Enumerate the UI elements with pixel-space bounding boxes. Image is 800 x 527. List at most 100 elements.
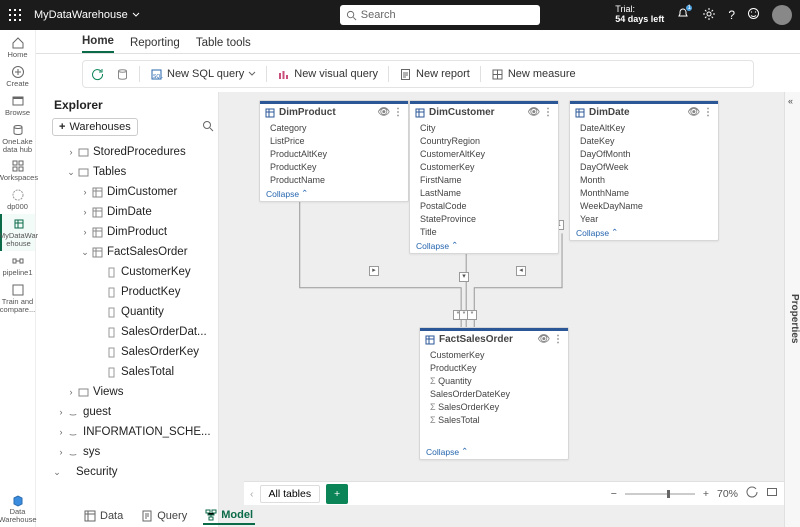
tree-infoschema[interactable]: ›INFORMATION_SCHE... (52, 422, 214, 442)
tree-col-salesorderdate[interactable]: SalesOrderDat... (52, 322, 214, 342)
entity-more-icon[interactable]: 👁 ⋮ (378, 107, 403, 118)
explorer-search-icon[interactable] (202, 120, 214, 135)
viewtab-data[interactable]: Data (82, 508, 125, 524)
entity-dimcustomer[interactable]: DimCustomer👁 ⋮ CityCountryRegionCustomer… (409, 100, 559, 254)
entity-field[interactable]: StateProvince (410, 212, 558, 225)
tree-dimdate[interactable]: ›DimDate (52, 202, 214, 222)
search-input[interactable]: Search (340, 5, 540, 25)
rail-browse[interactable]: Browse (0, 91, 35, 120)
new-measure-button[interactable]: New measure (489, 66, 578, 83)
entity-dimdate[interactable]: DimDate👁 ⋮ DateAltKeyDateKeyDayOfMonthDa… (569, 100, 719, 241)
entity-field[interactable]: ProductName (260, 173, 408, 186)
entity-field[interactable]: DayOfMonth (570, 147, 718, 160)
tree-col-customerkey[interactable]: CustomerKey (52, 262, 214, 282)
app-launcher-icon[interactable] (8, 8, 22, 22)
tree-tables[interactable]: ⌄Tables (52, 162, 214, 182)
rail-onelake[interactable]: OneLake data hub (0, 120, 35, 157)
tree-col-salesorderkey[interactable]: SalesOrderKey (52, 342, 214, 362)
entity-field[interactable]: PostalCode (410, 199, 558, 212)
entity-factsalesorder[interactable]: FactSalesOrder👁 ⋮ CustomerKeyProductKeyQ… (419, 327, 569, 460)
entity-field[interactable]: ProductKey (260, 160, 408, 173)
getdata-button[interactable] (114, 66, 131, 83)
entity-field[interactable]: LastName (410, 186, 558, 199)
entity-field[interactable]: Category (260, 121, 408, 134)
rail-home[interactable]: Home (0, 33, 35, 62)
feedback-icon[interactable] (747, 7, 760, 23)
entity-collapse[interactable]: Collapse ⌃ (420, 444, 568, 459)
add-diagram-button[interactable]: + (326, 484, 348, 504)
entity-field[interactable]: DateKey (570, 134, 718, 147)
tree-storedprocedures[interactable]: ›StoredProcedures (52, 142, 214, 162)
tree-col-quantity[interactable]: Quantity (52, 302, 214, 322)
zoom-out[interactable]: − (611, 488, 617, 500)
entity-field[interactable]: City (410, 121, 558, 134)
entity-field[interactable]: SalesOrderKey (420, 400, 568, 413)
rail-workspaces[interactable]: Workspaces (0, 156, 35, 185)
zoom-slider[interactable] (625, 493, 695, 495)
tree-sys[interactable]: ›sys (52, 442, 214, 462)
refresh-button[interactable] (89, 66, 106, 83)
properties-panel-collapsed[interactable]: « Properties (784, 92, 800, 527)
entity-field[interactable]: ListPrice (260, 134, 408, 147)
entity-field[interactable]: FirstName (410, 173, 558, 186)
new-sql-query-button[interactable]: SQL New SQL query (148, 66, 258, 83)
notifications-icon[interactable]: 1 (676, 7, 690, 24)
tree-dimproduct[interactable]: ›DimProduct (52, 222, 214, 242)
entity-field[interactable]: WeekDayName (570, 199, 718, 212)
entity-field[interactable]: Month (570, 173, 718, 186)
rail-pipeline[interactable]: pipeline1 (0, 251, 35, 280)
entity-collapse[interactable]: Collapse ⌃ (570, 225, 718, 240)
entity-field[interactable]: CustomerKey (420, 348, 568, 361)
entity-field[interactable]: ProductKey (420, 361, 568, 374)
zoom-in[interactable]: + (703, 488, 709, 500)
entity-field[interactable]: CountryRegion (410, 134, 558, 147)
tab-reporting[interactable]: Reporting (130, 33, 180, 53)
avatar[interactable] (772, 5, 792, 25)
tree-factsalesorder[interactable]: ⌄FactSalesOrder (52, 242, 214, 262)
tree-col-productkey[interactable]: ProductKey (52, 282, 214, 302)
canvas-scroll-left[interactable]: ‹ (250, 488, 254, 500)
model-canvas[interactable]: 1 ▸ * 1 ▾ * 1 ◂ * DimProduct👁 ⋮ Category… (218, 92, 784, 527)
rail-mydatawarehouse[interactable]: MyDataWar ehouse (0, 214, 35, 251)
entity-field[interactable]: DateAltKey (570, 121, 718, 134)
entity-collapse[interactable]: Collapse ⌃ (260, 186, 408, 201)
entity-field[interactable]: Title (410, 225, 558, 238)
new-visual-query-button[interactable]: New visual query (275, 66, 380, 83)
entity-field[interactable]: Quantity (420, 374, 568, 387)
entity-field[interactable]: MonthName (570, 186, 718, 199)
fit-to-page-icon[interactable] (746, 486, 758, 501)
entity-field[interactable]: DayOfWeek (570, 160, 718, 173)
entity-field[interactable]: CustomerKey (410, 160, 558, 173)
tree-security[interactable]: ⌄Security (52, 462, 214, 482)
viewtab-query[interactable]: Query (139, 508, 189, 524)
rail-datawarehouse[interactable]: Data Warehouse (0, 490, 35, 527)
rail-create[interactable]: Create (0, 62, 35, 91)
entity-field[interactable]: Year (570, 212, 718, 225)
new-report-button[interactable]: New report (397, 66, 472, 83)
tree-dimcustomer[interactable]: ›DimCustomer (52, 182, 214, 202)
all-tables-tab[interactable]: All tables (260, 485, 321, 503)
entity-more-icon[interactable]: 👁 ⋮ (688, 107, 713, 118)
tree-col-salestotal[interactable]: SalesTotal (52, 362, 214, 382)
entity-dimproduct[interactable]: DimProduct👁 ⋮ CategoryListPriceProductAl… (259, 100, 409, 202)
viewtab-model[interactable]: Model (203, 507, 255, 525)
tab-table-tools[interactable]: Table tools (196, 33, 251, 53)
tree-views[interactable]: ›Views (52, 382, 214, 402)
help-icon[interactable]: ? (728, 8, 735, 22)
entity-field[interactable]: ProductAltKey (260, 147, 408, 160)
entity-more-icon[interactable]: 👁 ⋮ (538, 334, 563, 345)
tree-guest[interactable]: ›guest (52, 402, 214, 422)
fullscreen-icon[interactable] (766, 486, 778, 501)
entity-more-icon[interactable]: 👁 ⋮ (528, 107, 553, 118)
entity-field[interactable]: SalesOrderDateKey (420, 387, 568, 400)
workspace-title[interactable]: MyDataWarehouse (34, 9, 140, 21)
rail-dp000[interactable]: dp000 (0, 185, 35, 214)
entity-field[interactable]: CustomerAltKey (410, 147, 558, 160)
expand-properties-icon[interactable]: « (788, 96, 793, 106)
entity-collapse[interactable]: Collapse ⌃ (410, 238, 558, 253)
tab-home[interactable]: Home (82, 31, 114, 53)
entity-field[interactable]: SalesTotal (420, 413, 568, 426)
settings-icon[interactable] (702, 7, 716, 24)
rail-train[interactable]: Train and compare... (0, 280, 35, 317)
warehouses-button[interactable]: +Warehouses (52, 118, 138, 136)
